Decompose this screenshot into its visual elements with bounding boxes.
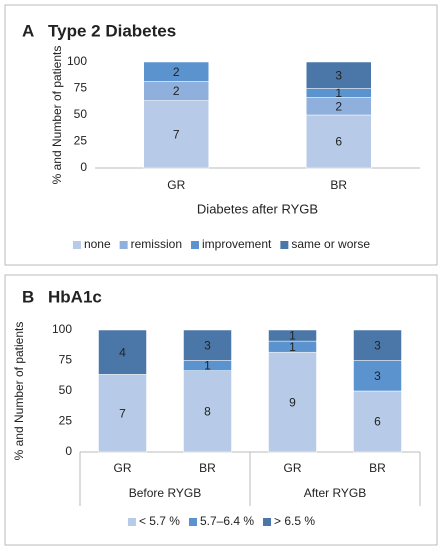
data-label: 2 bbox=[173, 84, 180, 98]
data-label: 7 bbox=[119, 406, 126, 420]
y-tick-label: 25 bbox=[59, 414, 73, 428]
chart-title: HbA1c bbox=[48, 287, 102, 306]
y-tick-label: 0 bbox=[65, 444, 72, 458]
data-label: 3 bbox=[335, 68, 342, 82]
bar-segment bbox=[98, 374, 147, 453]
panel-frame bbox=[4, 4, 438, 266]
x-tick-label: BR bbox=[369, 461, 386, 475]
legend-label: none bbox=[84, 237, 111, 251]
data-label: 2 bbox=[335, 99, 342, 113]
data-label: 8 bbox=[204, 404, 211, 418]
data-label: 1 bbox=[204, 359, 211, 373]
legend-swatch bbox=[119, 241, 128, 249]
legend-label: < 5.7 % bbox=[139, 514, 180, 528]
legend-swatch bbox=[263, 518, 272, 526]
legend-label: > 6.5 % bbox=[274, 514, 315, 528]
y-axis-title: % and Number of patients bbox=[12, 322, 26, 461]
data-label: 9 bbox=[289, 395, 296, 409]
x-tick-label: BR bbox=[199, 461, 216, 475]
bar-segment bbox=[353, 360, 402, 392]
data-label: 3 bbox=[374, 369, 381, 383]
data-label: 1 bbox=[335, 86, 342, 100]
y-tick-label: 75 bbox=[59, 353, 73, 367]
x-tick-label: BR bbox=[330, 178, 347, 192]
data-label: 1 bbox=[289, 329, 296, 343]
y-tick-label: 100 bbox=[67, 54, 87, 68]
legend-label: improvement bbox=[202, 237, 272, 251]
legend-swatch bbox=[72, 241, 81, 249]
x-tick-label: GR bbox=[114, 461, 132, 475]
group-label: After RYGB bbox=[304, 486, 366, 500]
y-tick-label: 50 bbox=[74, 107, 88, 121]
x-tick-label: GR bbox=[167, 178, 185, 192]
bar-segment bbox=[353, 390, 402, 453]
legend-swatch bbox=[191, 241, 199, 249]
y-tick-label: 25 bbox=[74, 134, 88, 148]
data-label: 6 bbox=[335, 135, 342, 149]
data-label: 1 bbox=[289, 340, 296, 354]
y-tick-label: 75 bbox=[74, 81, 88, 95]
legend-label: same or worse bbox=[291, 237, 370, 251]
data-label: 2 bbox=[173, 65, 180, 79]
legend-label: remission bbox=[131, 237, 182, 251]
panel-frame bbox=[4, 274, 438, 546]
y-tick-label: 0 bbox=[80, 160, 87, 174]
bar-segment bbox=[306, 114, 372, 169]
chart-title: Type 2 Diabetes bbox=[48, 21, 176, 40]
bar-segment bbox=[143, 61, 209, 82]
bar-segment bbox=[353, 329, 402, 361]
bar-segment bbox=[183, 329, 232, 361]
y-axis-title: % and Number of patients bbox=[50, 46, 64, 185]
data-label: 4 bbox=[119, 345, 126, 359]
panel-letter: A bbox=[22, 21, 34, 40]
legend-swatch bbox=[188, 518, 197, 526]
data-label: 7 bbox=[173, 127, 180, 141]
bar-segment bbox=[268, 329, 317, 342]
group-label: Before RYGB bbox=[129, 486, 201, 500]
y-tick-label: 100 bbox=[52, 322, 72, 336]
data-label: 6 bbox=[374, 415, 381, 429]
legend-swatch bbox=[280, 241, 289, 249]
x-axis-title: Diabetes after RYGB bbox=[197, 201, 318, 216]
bar-segment bbox=[306, 61, 372, 89]
legend-swatch bbox=[127, 518, 136, 526]
data-label: 3 bbox=[204, 338, 211, 352]
data-label: 3 bbox=[374, 338, 381, 352]
y-tick-label: 50 bbox=[59, 383, 73, 397]
bar-segment bbox=[183, 370, 232, 453]
x-tick-label: GR bbox=[284, 461, 302, 475]
bar-segment bbox=[268, 351, 317, 453]
legend-label: 5.7–6.4 % bbox=[200, 514, 254, 528]
bar-segment bbox=[143, 100, 209, 169]
panel-letter: B bbox=[22, 287, 34, 306]
bar-segment bbox=[98, 329, 147, 375]
